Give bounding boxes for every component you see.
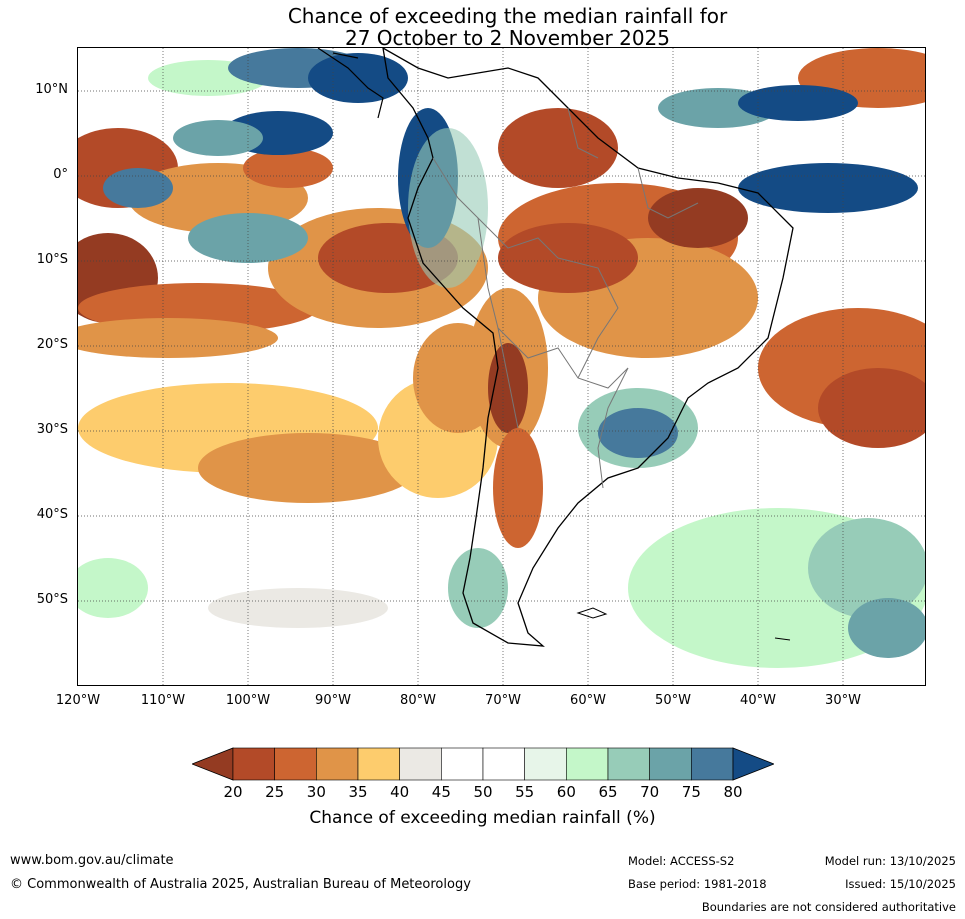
- colorbar-segment: [607, 747, 650, 781]
- dry-region: [198, 433, 418, 503]
- colorbar-segment: [399, 747, 442, 781]
- colorbar-tick-label: 75: [681, 783, 701, 801]
- colorbar-segments: [232, 747, 734, 781]
- lon-label-80w: 80°W: [400, 693, 436, 708]
- dry-region: [493, 428, 543, 548]
- colorbar-tick-label: 40: [390, 783, 410, 801]
- rainfall-probability-fields: [78, 48, 925, 668]
- colorbar-tick-label: 35: [348, 783, 368, 801]
- colorbar-tick-label: 55: [515, 783, 535, 801]
- lat-label-10n: 10°N: [35, 82, 68, 97]
- lat-label-40s: 40°S: [36, 507, 68, 522]
- lon-label-50w: 50°W: [655, 693, 691, 708]
- island: [774, 637, 791, 641]
- dry-region: [498, 223, 638, 293]
- map-title-line1: Chance of exceeding the median rainfall …: [287, 4, 728, 28]
- wet-region: [738, 163, 918, 213]
- colorbar-segment: [691, 747, 734, 781]
- country-boundaries: [432, 107, 699, 489]
- central-america-coastline: [317, 48, 384, 119]
- rainfall-map-canvas: [78, 48, 925, 685]
- lat-label-30s: 30°S: [36, 422, 68, 437]
- colorbar-tick-label: 30: [306, 783, 326, 801]
- colorbar-tick-label: 60: [556, 783, 576, 801]
- colorbar-segment: [649, 747, 692, 781]
- colorbar: [192, 747, 774, 781]
- website-link[interactable]: www.bom.gov.au/climate: [10, 853, 174, 868]
- lon-label-30w: 30°W: [825, 693, 861, 708]
- base-period-text: Base period: 1981-2018: [628, 877, 767, 891]
- lon-label-100w: 100°W: [225, 693, 271, 708]
- lon-label-60w: 60°W: [570, 693, 606, 708]
- lon-label-40w: 40°W: [740, 693, 776, 708]
- colorbar-tick-label: 65: [598, 783, 618, 801]
- lat-label-0: 0°: [53, 167, 68, 182]
- colorbar-segment: [482, 747, 525, 781]
- wet-region: [408, 128, 488, 288]
- dry-region: [648, 188, 748, 248]
- colorbar-arrow-high: [732, 747, 774, 781]
- colorbar-tick-label: 70: [640, 783, 660, 801]
- model-run-text: Model run: 13/10/2025: [824, 854, 956, 868]
- lat-label-50s: 50°S: [36, 592, 68, 607]
- lon-label-70w: 70°W: [485, 693, 521, 708]
- colorbar-label: Chance of exceeding median rainfall (%): [309, 808, 656, 828]
- wet-region: [173, 120, 263, 156]
- lat-label-20s: 20°S: [36, 337, 68, 352]
- disclaimer-text: Boundaries are not considered authoritat…: [701, 900, 956, 914]
- colorbar-segment: [232, 747, 275, 781]
- wet-region: [848, 598, 925, 658]
- rainfall-map: [77, 47, 926, 686]
- south-america-coastline: [382, 48, 794, 647]
- falkland-islands: [576, 607, 608, 619]
- graticule: [78, 48, 925, 685]
- dry-region: [818, 368, 925, 448]
- wet-region: [598, 408, 678, 458]
- model-text: Model: ACCESS-S2: [628, 854, 735, 868]
- colorbar-segment: [357, 747, 400, 781]
- colorbar-tick-label: 45: [431, 783, 451, 801]
- wet-region: [738, 85, 858, 121]
- dry-region: [78, 318, 278, 358]
- lon-label-110w: 110°W: [140, 693, 186, 708]
- wet-region: [103, 168, 173, 208]
- dry-region: [243, 148, 333, 188]
- wet-region: [808, 518, 925, 618]
- colorbar-segment: [524, 747, 567, 781]
- colorbar-tick-label: 20: [223, 783, 243, 801]
- copyright-text: © Commonwealth of Australia 2025, Austra…: [10, 877, 471, 892]
- wet-region: [448, 548, 508, 628]
- lon-label-120w: 120°W: [55, 693, 101, 708]
- colorbar-segment: [566, 747, 609, 781]
- map-title-line2: 27 October to 2 November 2025: [344, 26, 671, 50]
- colorbar-segment: [316, 747, 359, 781]
- colorbar-segment: [274, 747, 317, 781]
- colorbar-arrow-low: [192, 747, 234, 781]
- colorbar-tick-label: 25: [265, 783, 285, 801]
- issued-text: Issued: 15/10/2025: [845, 877, 956, 891]
- colorbar-segment: [441, 747, 484, 781]
- neutral-region: [208, 588, 388, 628]
- wet-region: [78, 558, 148, 618]
- colorbar-tick-label: 50: [473, 783, 493, 801]
- lon-label-90w: 90°W: [315, 693, 351, 708]
- colorbar-tick-label: 80: [723, 783, 743, 801]
- lat-label-10s: 10°S: [36, 252, 68, 267]
